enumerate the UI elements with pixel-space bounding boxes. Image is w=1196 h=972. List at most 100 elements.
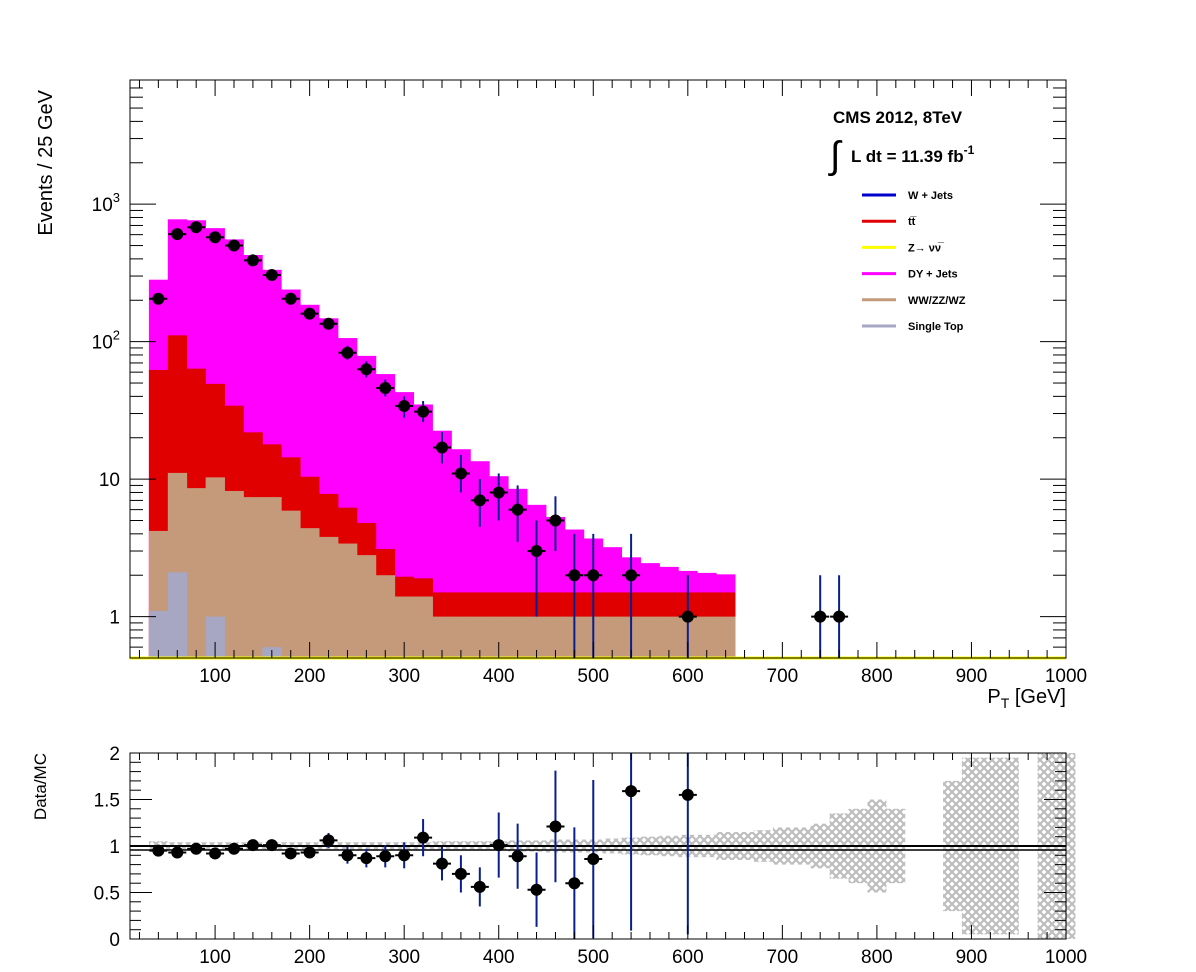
legend: W + Jets tt̅ Z→ νν̅ DY + Jets WW/ZZ/WZ Single… [862,190,966,333]
legend-label: DY + Jets [908,269,958,281]
bar-wwzzwz-29 [697,616,717,658]
x-tick-label: 100 [199,666,231,687]
y-tick-exponent: 2 [113,328,120,343]
bar-singletop-0 [148,610,169,658]
ratio-point [209,847,222,860]
data-point [322,317,335,330]
data-point [341,346,354,359]
ratio-y-axis-label: Data/MC [31,753,50,820]
data-point [417,405,430,418]
data-point [681,610,694,623]
y-tick-label: 102 [92,328,120,354]
ratio-point [265,839,278,852]
data-point [398,400,411,413]
bar-wwzzwz-17 [470,616,490,658]
y-tick-label: 10 [99,470,120,491]
ratio-point [587,853,600,866]
bar-wwzzwz-18 [489,616,509,658]
main-y-axis-label: Events / 25 GeV [35,89,57,235]
ratio-point [152,844,165,857]
ratio-point [190,842,203,855]
ratio-point [171,846,184,859]
main-x-ticks [138,80,1067,658]
ratio-y-tick-label: 1.5 [94,791,120,812]
ratio-point [341,849,354,862]
bar-wwzzwz-11 [356,555,377,658]
ratio-y-tick-label: 2 [109,744,120,765]
bar-wwzzwz-14 [413,596,433,658]
data-point [549,514,562,527]
bar-wwzzwz-21 [546,616,566,658]
data-point [587,569,600,582]
main-frame [129,79,1067,659]
y-tick-exponent: 3 [113,190,120,205]
main-plot-panel: 100 200 300 400 500 600 700 800 900 1000 10310210… [35,79,1087,711]
main-x-axis-label: PT [GeV] [987,686,1066,711]
data-point [530,545,543,558]
legend-label: W + Jets [908,190,953,202]
x-tick-label: 200 [294,666,326,687]
x-tick-label: 700 [767,666,799,687]
ratio-y-ticks [130,752,1066,940]
ratio-x-tick-label: 300 [388,947,420,968]
data-point [190,221,203,234]
data-point [436,441,448,454]
bar-wwzzwz-20 [527,616,547,658]
bar-wwzzwz-4 [224,490,244,658]
data-point [568,569,581,582]
y-tick-base: 10 [92,333,113,354]
ratio-x-ticks [138,753,1067,939]
ratio-point [568,877,581,890]
data-point [814,610,827,623]
data-point [492,486,505,499]
ratio-points [149,753,697,939]
legend-label: tt̅ [908,216,917,228]
ratio-x-tick-label: 700 [767,947,799,968]
integral-symbol: ∫ [828,135,843,177]
bar-wwzzwz-5 [243,497,263,658]
ratio-point [398,849,411,862]
bar-wwzzwz-19 [508,616,528,658]
bar-wwzzwz-26 [640,616,660,658]
y-tick-base: 1 [109,608,120,629]
y-tick-label: 103 [92,190,120,216]
data-point [360,363,373,376]
ratio-point [436,857,448,870]
x-tick-label: 400 [483,666,515,687]
ratio-point [492,839,505,852]
x-tick-label: 1000 [1045,666,1087,687]
legend-label: Single Top [908,321,964,333]
bar-wwzzwz-9 [319,536,339,658]
ratio-point [511,850,524,863]
ratio-point [228,842,240,855]
ratio-point [625,785,638,798]
data-point [228,239,240,252]
legend-label: WW/ZZ/WZ [908,295,966,307]
data-point [511,503,524,516]
ratio-x-tick-label: 500 [577,947,609,968]
data-point [625,569,638,582]
ratio-x-tick-label: 800 [861,947,893,968]
ratio-point [549,820,562,833]
bar-wwzzwz-12 [375,575,396,658]
x-tick-label: 800 [861,666,893,687]
ratio-x-tick-label: 600 [672,947,704,968]
y-tick-base: 10 [99,470,120,491]
cms-label: CMS 2012, 8TeV [833,108,963,127]
bar-wwzzwz-13 [394,596,415,658]
ratio-x-tick-labels: 100 200 300 400 500 600 700 800 900 1000 [199,947,1087,968]
data-point [171,228,184,241]
main-y-ticks [130,79,1066,659]
bar-wwzzwz-3 [205,477,225,658]
x-tick-label: 900 [956,666,988,687]
ratio-y-tick-label: 1 [109,837,120,858]
x-tick-label: 600 [672,666,704,687]
ratio-y-tick-label: 0.5 [94,884,120,905]
ratio-point [681,788,694,801]
ratio-point [360,852,373,865]
bar-wwzzwz-7 [281,510,301,658]
ratio-y-tick-label: 0 [109,930,120,951]
data-point [473,494,486,507]
